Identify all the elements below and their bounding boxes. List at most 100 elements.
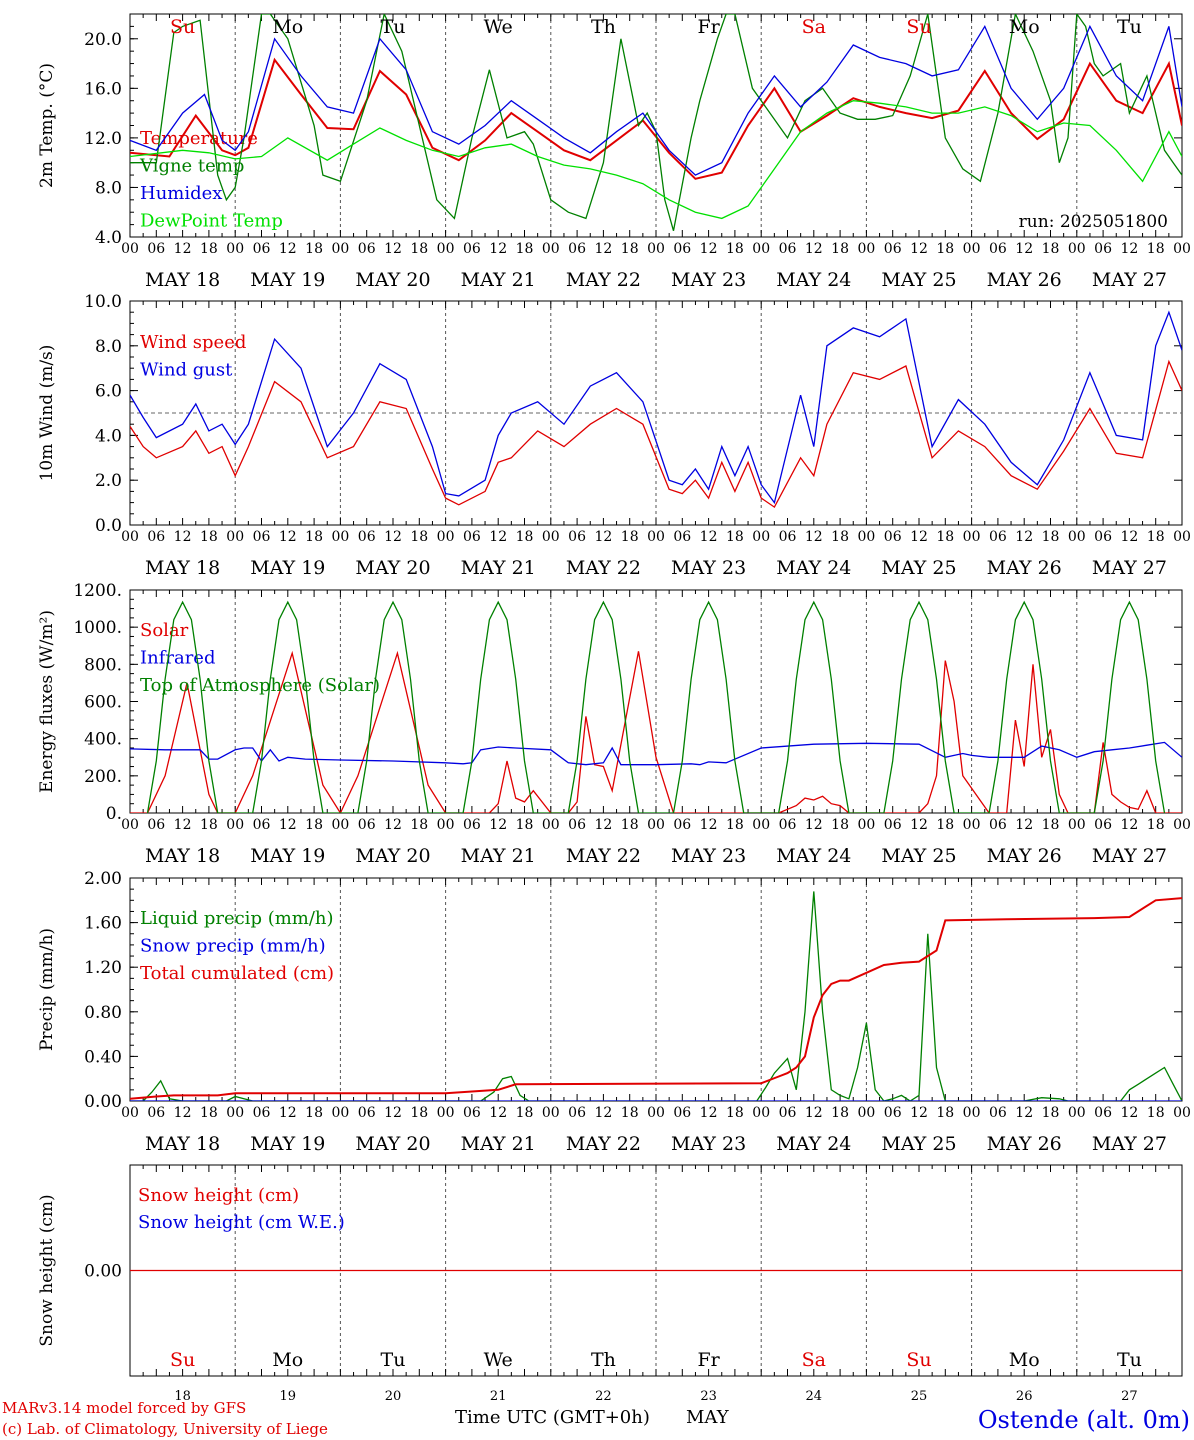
panel-3-date-label: MAY 27	[1092, 845, 1167, 867]
panel-1-hour-label: 12	[174, 241, 192, 257]
panel-2-date-label: MAY 19	[250, 557, 325, 579]
panel-5-y-tick-label: 0.00	[84, 1262, 122, 1282]
panel-2-y-tick-label: 4.0	[95, 426, 122, 446]
panel-1-date-label: MAY 19	[250, 269, 325, 291]
top-day-label: Tu	[381, 16, 406, 38]
panel-4-hour-label: 18	[410, 1105, 428, 1121]
panel-3-hour-label: 06	[253, 817, 271, 833]
panel-3-y-tick-label: 200.	[84, 767, 122, 787]
panel-4-hour-label: 00	[331, 1105, 349, 1121]
panel-1-hour-label: 06	[463, 241, 481, 257]
panel-4-hour-label: 06	[463, 1105, 481, 1121]
panel-1-hour-label: 12	[279, 241, 297, 257]
bottom-day-label: We	[484, 1349, 513, 1371]
panel-1-y-tick-label: 8.0	[95, 178, 122, 198]
panel-2-y-tick-label: 0.0	[95, 516, 122, 536]
panel-4-hour-label: 12	[910, 1105, 928, 1121]
panel-3-y-tick-label: 600.	[84, 693, 122, 713]
panel-4-hour-label: 18	[516, 1105, 534, 1121]
panel-4-hour-label: 18	[200, 1105, 218, 1121]
panel-3-date-label: MAY 20	[355, 845, 430, 867]
panel-2-hour-label: 12	[489, 529, 507, 545]
panel-3-hour-label: 00	[752, 817, 770, 833]
panel-4-hour-label: 06	[253, 1105, 271, 1121]
panel-2-hour-label: 00	[857, 529, 875, 545]
panel-1-hour-label: 00	[331, 241, 349, 257]
panel-3-hour-label: 06	[568, 817, 586, 833]
panel-1-hour-label: 12	[594, 241, 612, 257]
panel-4-date-label: MAY 22	[566, 1133, 641, 1155]
panel-4-hour-label: 00	[857, 1105, 875, 1121]
panel-4-hour-label: 12	[384, 1105, 402, 1121]
top-day-label: Sa	[802, 16, 826, 38]
panel-3-date-label: MAY 22	[566, 845, 641, 867]
panel-2-hour-label: 18	[305, 529, 323, 545]
panel-4-hour-label: 18	[1147, 1105, 1165, 1121]
bottom-day-label: Tu	[381, 1349, 406, 1371]
panel-4-date-label: MAY 25	[881, 1133, 956, 1155]
panel-2-date-label: MAY 18	[145, 557, 220, 579]
panel-2-hour-label: 18	[1147, 529, 1165, 545]
panel-3-series-top-of-atmosphere-solar-	[146, 600, 1166, 813]
panel-1-hour-label: 12	[489, 241, 507, 257]
panel-4-legend-entry: Total cumulated (cm)	[140, 963, 334, 984]
panel-2-date-label: MAY 24	[776, 557, 851, 579]
panel-4-hour-label: 12	[1120, 1105, 1138, 1121]
panel-4-hour-label: 00	[542, 1105, 560, 1121]
panel-1-hour-label: 18	[1042, 241, 1060, 257]
panel-1-hour-label: 12	[805, 241, 823, 257]
panel-4-hour-label: 06	[1094, 1105, 1112, 1121]
panel-3-hour-label: 12	[279, 817, 297, 833]
panel-2-hour-label: 00	[121, 529, 139, 545]
panel-2-hour-label: 12	[279, 529, 297, 545]
panel-1-y-tick-label: 20.0	[84, 30, 122, 50]
panel-3-hour-label: 18	[1147, 817, 1165, 833]
panel-3-hour-label: 12	[384, 817, 402, 833]
panel-1-hour-label: 18	[621, 241, 639, 257]
bottom-day-number: 22	[595, 1389, 612, 1404]
panel-2-hour-label: 18	[726, 529, 744, 545]
panel-3-hour-label: 12	[805, 817, 823, 833]
panel-4-hour-label: 06	[884, 1105, 902, 1121]
panel-1-hour-label: 06	[779, 241, 797, 257]
panel-1-hour-label: 00	[226, 241, 244, 257]
panel-1-hour-label: 12	[1120, 241, 1138, 257]
panel-1-series-vigne-temp	[130, 14, 1182, 231]
panel-3-y-tick-label: 800.	[84, 655, 122, 675]
panel-3-hour-label: 00	[542, 817, 560, 833]
bottom-day-number: 19	[280, 1389, 297, 1404]
panel-1-date-label: MAY 21	[461, 269, 536, 291]
bottom-day-number: 18	[174, 1389, 191, 1404]
bottom-day-label: Sa	[802, 1349, 826, 1371]
panel-3-hour-label: 00	[437, 817, 455, 833]
panel-3-hour-label: 00	[857, 817, 875, 833]
panel-4-hour-label: 12	[279, 1105, 297, 1121]
panel-1-hour-label: 06	[884, 241, 902, 257]
top-day-label: Mo	[272, 16, 303, 38]
panel-2-hour-label: 06	[147, 529, 165, 545]
bottom-day-number: 24	[806, 1389, 823, 1404]
panel-4-date-label: MAY 19	[250, 1133, 325, 1155]
panel-4-hour-label: 18	[726, 1105, 744, 1121]
panel-2-hour-label: 12	[700, 529, 718, 545]
panel-2-hour-label: 18	[200, 529, 218, 545]
panel-2-y-axis-label: 10m Wind (m/s)	[37, 345, 57, 482]
run-annotation: run: 2025051800	[1019, 212, 1168, 232]
panel-1-hour-label: 18	[200, 241, 218, 257]
panel-3-series-solar	[130, 650, 1182, 813]
panel-3-hour-label: 18	[516, 817, 534, 833]
panel-2-hour-label: 00	[1068, 529, 1086, 545]
panel-1-hour-label: 06	[1094, 241, 1112, 257]
panel-4-hour-label: 00	[437, 1105, 455, 1121]
top-day-label: Fr	[697, 16, 720, 38]
panel-3-hour-label: 12	[594, 817, 612, 833]
panel-4-y-tick-label: 0.00	[84, 1092, 122, 1112]
bottom-day-number: 27	[1121, 1389, 1138, 1404]
month-label: MAY	[686, 1407, 730, 1428]
panel-4-date-label: MAY 27	[1092, 1133, 1167, 1155]
panel-1-hour-label: 00	[1173, 241, 1191, 257]
panel-2-hour-label: 18	[936, 529, 954, 545]
panel-4-date-label: MAY 26	[987, 1133, 1062, 1155]
panel-5-y-axis-label: Snow height (cm)	[37, 1194, 57, 1346]
bottom-day-label: Su	[170, 1349, 195, 1371]
